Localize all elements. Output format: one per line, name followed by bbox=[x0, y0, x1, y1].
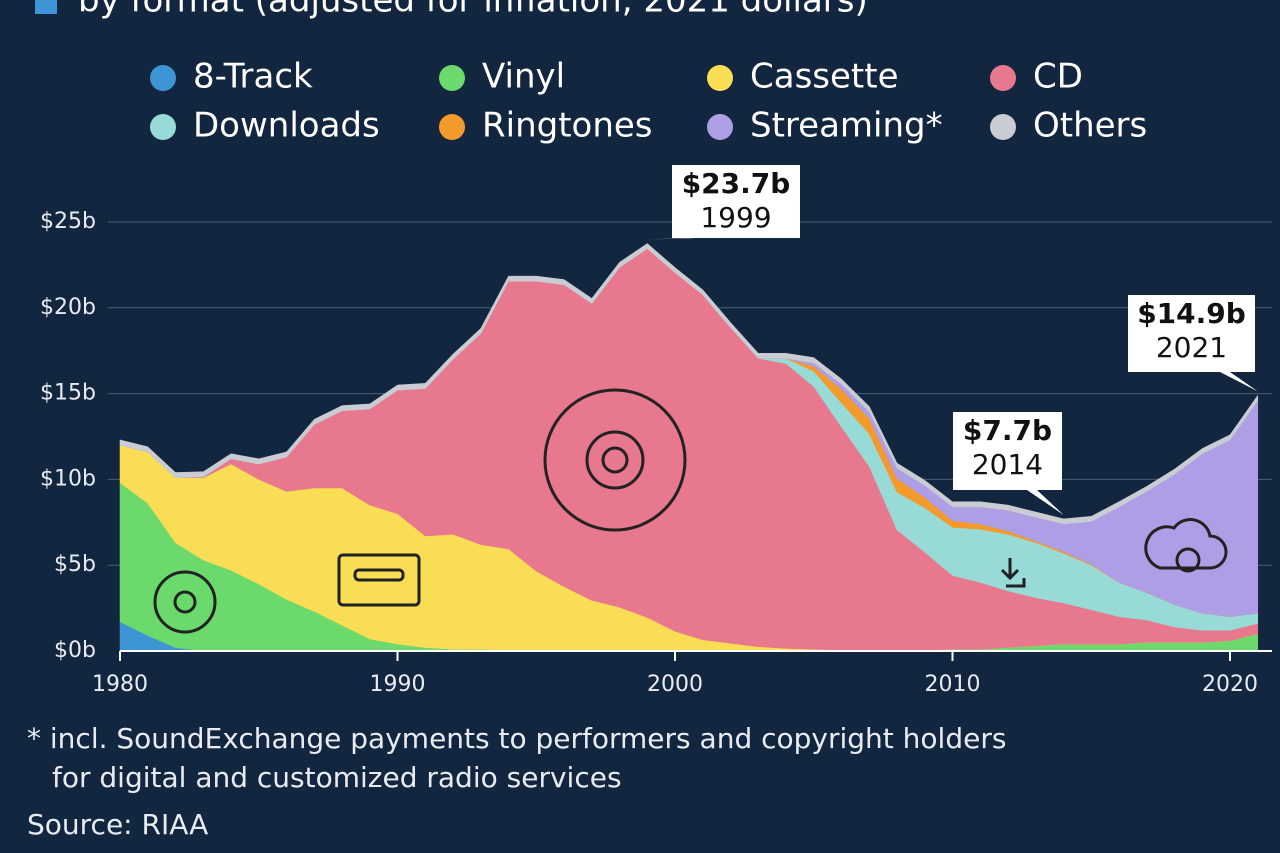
legend-swatch bbox=[990, 65, 1016, 91]
x-tick-label: 1990 bbox=[370, 672, 426, 697]
play-icon bbox=[1175, 547, 1201, 573]
annotation-box bbox=[1128, 295, 1258, 392]
legend-swatch bbox=[439, 65, 465, 91]
annotation-box bbox=[953, 412, 1064, 515]
legend-label: Downloads bbox=[193, 106, 380, 146]
cassette-icon bbox=[337, 553, 421, 607]
annotation-box bbox=[647, 165, 800, 240]
x-tick-label: 1980 bbox=[92, 672, 148, 697]
cd-icon-hub bbox=[585, 430, 645, 490]
vinyl-icon bbox=[153, 570, 217, 634]
footnote: for digital and customized radio service… bbox=[52, 761, 622, 794]
legend-swatch bbox=[150, 65, 176, 91]
x-tick-label: 2020 bbox=[1202, 672, 1258, 697]
y-tick-label: $0b bbox=[54, 638, 96, 663]
download-icon bbox=[1000, 558, 1026, 588]
legend-swatch bbox=[439, 114, 465, 140]
cd-icon bbox=[543, 388, 687, 532]
annotation-year: 2014 bbox=[972, 448, 1043, 481]
icons bbox=[153, 388, 1228, 634]
annotation-value: $23.7b bbox=[682, 167, 791, 200]
cloud-icon bbox=[1144, 518, 1228, 570]
x-tick-label: 2000 bbox=[647, 672, 703, 697]
y-tick-label: $5b bbox=[54, 552, 96, 577]
vinyl-icon-label bbox=[173, 590, 197, 614]
y-tick-label: $10b bbox=[40, 466, 96, 491]
legend-label: Vinyl bbox=[482, 57, 565, 97]
footnote: * incl. SoundExchange payments to perfor… bbox=[27, 722, 1006, 755]
annotation-value: $7.7b bbox=[963, 414, 1052, 447]
annotation-value: $14.9b bbox=[1137, 297, 1246, 330]
cassette-icon-window bbox=[353, 568, 405, 582]
area bbox=[119, 243, 1259, 525]
cd-icon-hole bbox=[601, 446, 629, 474]
source: Source: RIAA bbox=[27, 808, 208, 841]
y-tick-label: $20b bbox=[40, 295, 96, 320]
legend-swatch bbox=[150, 114, 176, 140]
legend-swatch bbox=[990, 114, 1016, 140]
legend-label: Others bbox=[1033, 106, 1147, 146]
legend-label: Cassette bbox=[750, 57, 899, 97]
x-tick-label: 2010 bbox=[925, 672, 981, 697]
y-tick-label: $25b bbox=[40, 209, 96, 234]
annotation-year: 2021 bbox=[1156, 331, 1227, 364]
legend: 8-Track Vinyl Cassette CD Downloads Ringtones… bbox=[150, 57, 1147, 146]
legend-swatch bbox=[707, 65, 733, 91]
y-tick-label: $15b bbox=[40, 381, 96, 406]
subtitle: by format (adjusted for inflation, 2021 … bbox=[78, 0, 868, 21]
legend-label: CD bbox=[1033, 57, 1083, 97]
subtitle-marker bbox=[35, 0, 57, 14]
annotation-year: 1999 bbox=[700, 201, 771, 234]
legend-swatch bbox=[707, 114, 733, 140]
legend-label: 8-Track bbox=[193, 57, 313, 97]
legend-label: Ringtones bbox=[482, 106, 653, 146]
areas bbox=[119, 243, 1259, 652]
legend-label: Streaming* bbox=[750, 106, 943, 146]
